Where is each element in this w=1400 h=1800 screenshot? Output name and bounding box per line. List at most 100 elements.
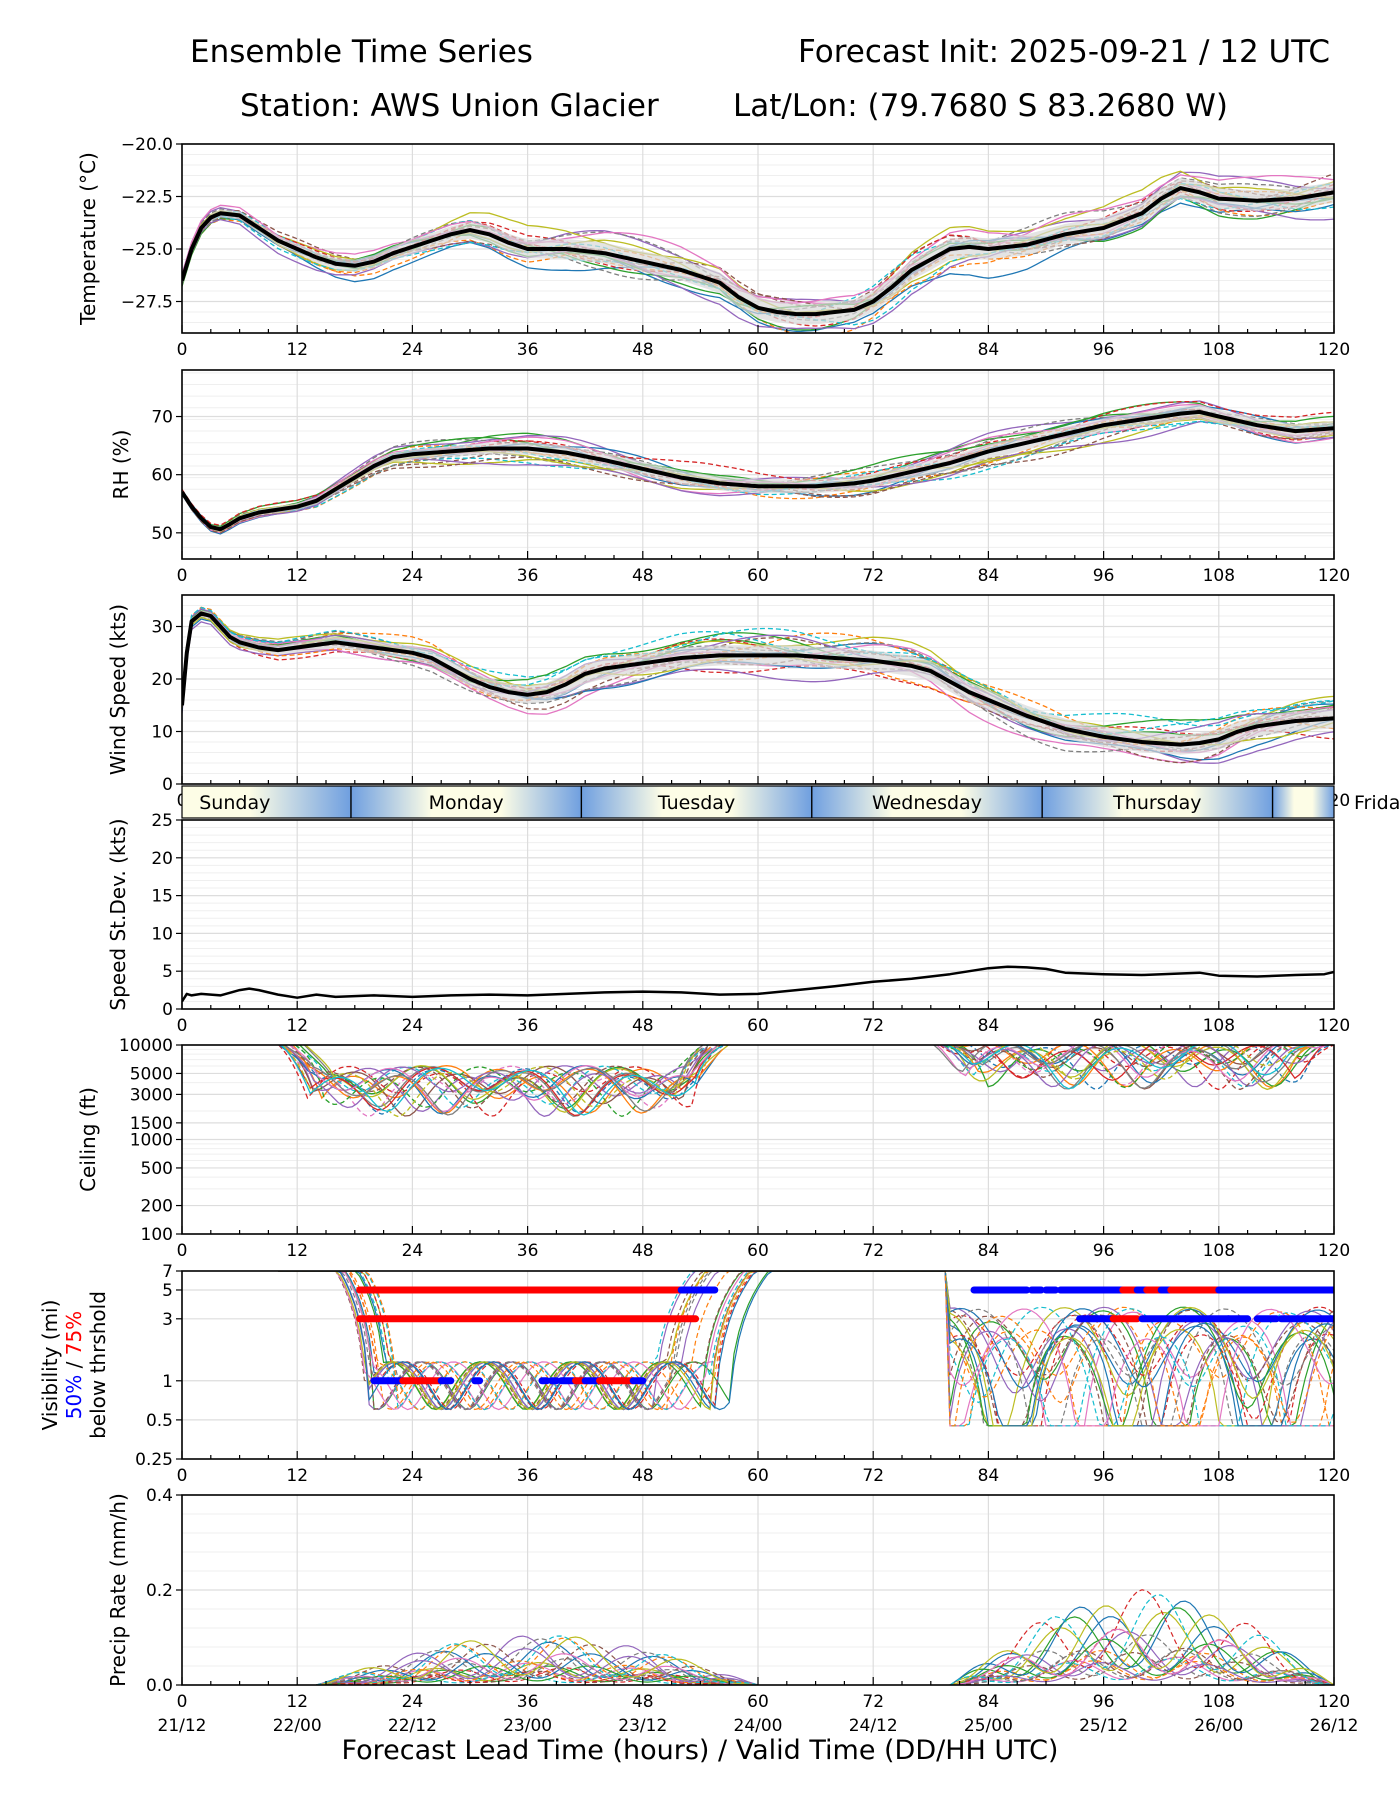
panel-precip: 0 12 24 36 48 60 72 84 96 108 120 0.0 0.2 0.4 Precip R… bbox=[106, 1486, 1350, 1712]
ensemble-member-line bbox=[958, 1045, 1325, 1081]
ensemble-member-line bbox=[278, 1271, 1334, 1427]
ensemble-member-line bbox=[278, 1271, 1334, 1427]
x-tick-label: 36 bbox=[517, 1466, 539, 1486]
ensemble-member-line bbox=[279, 1045, 703, 1117]
x-tick-label: 72 bbox=[862, 1466, 884, 1486]
ensemble-member-line bbox=[949, 1638, 1334, 1685]
y-tick-label: 60 bbox=[151, 466, 173, 486]
y-axis-label: Precip Rate (mm/h) bbox=[106, 1493, 130, 1687]
x-tick-label: 12 bbox=[286, 566, 308, 586]
ensemble-member-line bbox=[182, 197, 1334, 333]
panel-rh: 0 12 24 36 48 60 72 84 96 108 120 50 60 70 RH (%) bbox=[109, 369, 1350, 586]
x-tick-label: 60 bbox=[747, 1016, 769, 1036]
x-tick-label: 36 bbox=[517, 1016, 539, 1036]
ensemble-member-line bbox=[284, 1045, 713, 1117]
ensemble-member-line bbox=[316, 1658, 759, 1685]
y-tick-label: 3 bbox=[162, 1310, 173, 1330]
x-tick-label: 0 bbox=[177, 1241, 188, 1261]
y-tick-label: 25 bbox=[151, 811, 173, 831]
y-tick-label: 10000 bbox=[119, 1036, 173, 1056]
y-tick-label: 7 bbox=[162, 1262, 173, 1282]
ensemble-member-line bbox=[949, 1589, 1334, 1685]
x-tick-label: 96 bbox=[1093, 566, 1115, 586]
x-tick-label: 60 bbox=[747, 1241, 769, 1261]
pct75-label: 75% bbox=[62, 1311, 86, 1355]
y-tick-label: 5 bbox=[162, 962, 173, 982]
day-label: Friday bbox=[1354, 792, 1400, 814]
ensemble-member-line bbox=[949, 1600, 1334, 1685]
day-segment bbox=[811, 786, 1043, 818]
x-tick-label: 36 bbox=[517, 340, 539, 360]
y-tick-label: 0 bbox=[162, 775, 173, 795]
title-right: Forecast Init: 2025-09-21 / 12 UTC bbox=[798, 34, 1330, 70]
valid-time-label: 24/12 bbox=[849, 1716, 898, 1736]
x-axis-label: Forecast Lead Time (hours) / Valid Time … bbox=[341, 1735, 1059, 1766]
ensemble-member-line bbox=[949, 1649, 1334, 1685]
ensemble-member-line bbox=[281, 1045, 724, 1116]
x-tick-label: 84 bbox=[978, 1241, 1000, 1261]
y-axis-label-pct: 50% / 75% bbox=[62, 1311, 86, 1419]
x-tick-label: 120 bbox=[1318, 340, 1350, 360]
ensemble-member-line bbox=[948, 1045, 1310, 1080]
y-tick-label: 15 bbox=[151, 887, 173, 907]
x-tick-label: 24 bbox=[402, 340, 424, 360]
ensemble-member-line bbox=[182, 606, 1334, 735]
x-tick-label: 96 bbox=[1093, 1466, 1115, 1486]
x-tick-label: 48 bbox=[632, 340, 654, 360]
x-tick-label: 96 bbox=[1093, 1692, 1115, 1712]
ensemble-member-line bbox=[316, 1665, 759, 1685]
y-tick-label: 1000 bbox=[130, 1131, 173, 1151]
x-tick-label: 120 bbox=[1318, 1466, 1350, 1486]
pct-separator: / bbox=[62, 1355, 86, 1374]
x-tick-label: 72 bbox=[862, 566, 884, 586]
x-tick-label: 72 bbox=[862, 1016, 884, 1036]
ensemble-member-line bbox=[949, 1605, 1334, 1685]
x-tick-label: 48 bbox=[632, 566, 654, 586]
title-left: Ensemble Time Series bbox=[190, 34, 533, 70]
ensemble-member-line bbox=[294, 1045, 709, 1109]
x-tick-label: 48 bbox=[632, 1241, 654, 1261]
ensemble-member-line bbox=[278, 1271, 1334, 1427]
y-tick-label: 1500 bbox=[130, 1114, 173, 1134]
x-tick-label: 36 bbox=[517, 566, 539, 586]
day-label: Monday bbox=[429, 792, 504, 814]
ensemble-member-line bbox=[933, 1045, 1304, 1089]
day-bar: Sunday Monday Tuesday Wednesday Thursday Frid… bbox=[181, 785, 1400, 819]
ensemble-member-line bbox=[278, 1271, 1334, 1427]
valid-time-label: 25/12 bbox=[1079, 1716, 1128, 1736]
ensemble-member-line bbox=[949, 1628, 1334, 1685]
day-label: Thursday bbox=[1112, 792, 1201, 814]
x-tick-label: 84 bbox=[978, 1016, 1000, 1036]
ensemble-member-line bbox=[289, 1045, 718, 1113]
y-tick-label: 100 bbox=[141, 1225, 173, 1245]
x-tick-label: 84 bbox=[978, 1692, 1000, 1712]
y-tick-label: 20 bbox=[151, 849, 173, 869]
x-tick-label: 0 bbox=[177, 1466, 188, 1486]
y-tick-label: 0 bbox=[162, 1000, 173, 1020]
y-tick-label: 200 bbox=[141, 1197, 173, 1217]
ensemble-member-line bbox=[316, 1648, 759, 1685]
x-tick-label: 24 bbox=[402, 1241, 424, 1261]
ensemble-member-line bbox=[951, 1045, 1303, 1091]
day-segment bbox=[1042, 786, 1273, 818]
ensemble-member-line bbox=[284, 1045, 708, 1117]
plot-area-temperature bbox=[182, 170, 1334, 333]
panel-visibility: 0 12 24 36 48 60 72 84 96 108 120 0.25 0.5 1 3 57 Visibi… bbox=[38, 1262, 1350, 1486]
ensemble-member-line bbox=[182, 400, 1334, 530]
y-tick-label: 0.5 bbox=[146, 1411, 173, 1431]
ensemble-member-line bbox=[316, 1670, 759, 1685]
x-tick-label: 108 bbox=[1203, 1692, 1235, 1712]
ensemble-member-line bbox=[278, 1045, 721, 1117]
valid-time-label: 23/00 bbox=[503, 1716, 552, 1736]
x-tick-label: 120 bbox=[1318, 566, 1350, 586]
x-tick-label: 48 bbox=[632, 1016, 654, 1036]
ensemble-member-line bbox=[182, 400, 1334, 526]
y-tick-label: 10 bbox=[151, 924, 173, 944]
x-tick-label: 72 bbox=[862, 1241, 884, 1261]
ensemble-member-line bbox=[278, 1271, 1334, 1427]
ensemble-member-line bbox=[949, 1658, 1334, 1685]
valid-time-label: 26/12 bbox=[1310, 1716, 1359, 1736]
y-axis-label: RH (%) bbox=[109, 430, 133, 500]
day-bar-frame bbox=[181, 785, 1335, 819]
ensemble-member-line bbox=[316, 1636, 759, 1685]
